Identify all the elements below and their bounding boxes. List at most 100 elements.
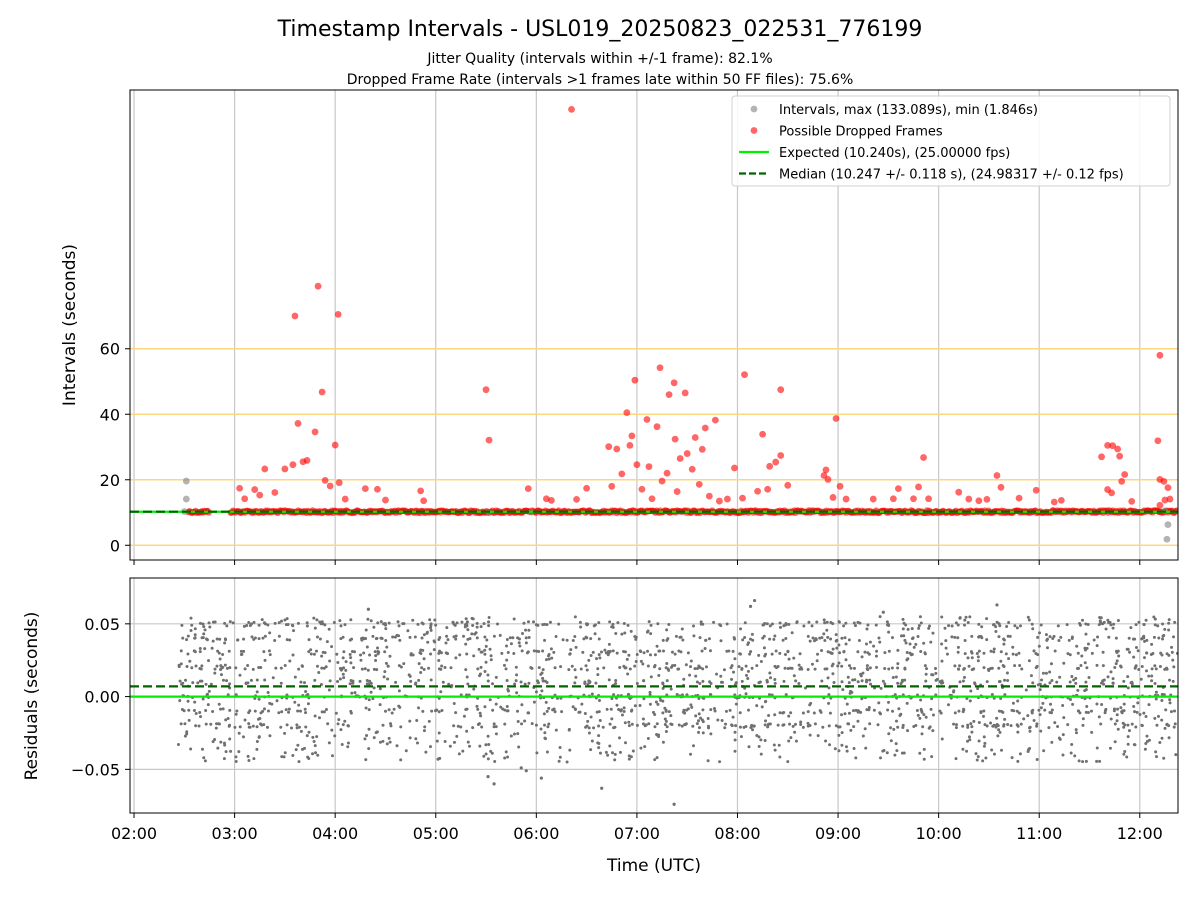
residual-point: [541, 679, 545, 683]
residual-point: [255, 678, 259, 682]
residual-point: [1122, 752, 1126, 756]
residual-point: [765, 622, 769, 626]
residual-point: [648, 690, 652, 694]
residual-point: [491, 708, 495, 712]
residual-point: [248, 709, 252, 713]
residual-point: [542, 712, 546, 716]
residual-point: [1003, 693, 1007, 697]
residual-point: [844, 658, 848, 662]
residual-point: [193, 636, 197, 640]
residual-point: [479, 714, 483, 718]
residual-point: [1009, 724, 1013, 728]
residual-point: [1072, 678, 1076, 682]
residual-point: [382, 675, 386, 679]
residual-point: [865, 664, 869, 668]
residual-point: [806, 721, 810, 725]
residual-point: [1144, 741, 1148, 745]
residual-point: [483, 635, 487, 639]
residual-point: [649, 632, 653, 636]
dropped-frame-point: [608, 482, 616, 490]
residual-point: [1173, 620, 1177, 624]
residual-point: [1156, 714, 1160, 718]
residual-point: [262, 650, 266, 654]
residual-point: [982, 651, 986, 655]
residual-point: [501, 707, 505, 711]
residual-point: [223, 663, 227, 667]
residual-point: [793, 722, 797, 726]
residual-point: [184, 678, 188, 682]
residual-point: [619, 709, 623, 713]
dropped-frame-point: [894, 485, 902, 492]
residual-point: [1074, 731, 1078, 735]
residual-point: [1032, 719, 1036, 723]
residual-point: [845, 702, 849, 706]
residual-point: [1134, 646, 1138, 650]
residual-point: [313, 626, 317, 630]
residual-point: [520, 703, 524, 707]
residual-point: [745, 673, 749, 677]
residual-point: [920, 710, 924, 714]
residual-point: [337, 718, 341, 722]
dropped-frame-point: [326, 482, 334, 490]
residual-point: [611, 625, 615, 629]
residual-point: [1007, 657, 1011, 661]
residual-point: [887, 700, 891, 704]
residual-point: [571, 705, 575, 709]
residual-point: [342, 666, 346, 670]
top-plot-frame: [129, 89, 1179, 561]
residual-point: [1018, 752, 1022, 756]
residual-point: [1076, 651, 1080, 655]
residual-point: [956, 636, 960, 640]
residual-point: [706, 717, 710, 721]
residual-point: [852, 666, 856, 670]
residual-point: [656, 622, 660, 626]
residual-point: [994, 625, 998, 629]
residual-point: [924, 715, 928, 719]
residual-point: [697, 712, 701, 716]
residual-point: [733, 749, 737, 753]
residual-point: [324, 707, 328, 711]
residual-point: [1027, 659, 1031, 663]
residual-point: [1041, 671, 1045, 675]
dropped-frame-point: [955, 488, 963, 496]
residual-point: [488, 647, 492, 651]
residual-point: [252, 637, 256, 641]
dropped-frame-point: [251, 486, 259, 493]
dropped-frame-point: [1114, 445, 1122, 453]
residual-point: [828, 711, 832, 715]
x-tick-label: 12:00: [1117, 824, 1163, 843]
residual-point: [397, 689, 401, 693]
residual-point: [1030, 711, 1034, 715]
residual-point: [323, 623, 327, 627]
residual-point: [211, 639, 215, 643]
residual-point: [994, 630, 998, 634]
residual-point: [395, 744, 399, 748]
residual-point: [535, 751, 539, 755]
interval-point: [485, 509, 493, 517]
x-tick-label: 07:00: [614, 824, 660, 843]
residual-point: [833, 747, 837, 751]
residual-point: [1028, 729, 1032, 733]
residual-point: [193, 700, 197, 704]
residual-point: [853, 624, 857, 628]
residual-point: [242, 624, 246, 628]
dropped-frame-point: [681, 389, 689, 397]
residual-point: [223, 641, 227, 645]
residual-point: [554, 634, 558, 638]
residual-point: [781, 723, 785, 727]
residual-point: [433, 618, 437, 622]
dropped-frame-point: [281, 465, 289, 473]
residual-point: [1070, 636, 1074, 640]
residual-point: [700, 649, 704, 653]
residual-point: [1083, 697, 1087, 701]
residual-point: [727, 649, 731, 653]
residual-point: [679, 635, 683, 639]
residual-point: [739, 627, 743, 631]
residual-point: [365, 679, 369, 683]
residual-point: [940, 615, 944, 619]
residual-point: [1006, 634, 1010, 638]
residual-point: [620, 713, 624, 717]
dropped-frame-point: [1050, 498, 1058, 506]
residual-point: [530, 722, 534, 726]
residual-point: [367, 698, 371, 702]
